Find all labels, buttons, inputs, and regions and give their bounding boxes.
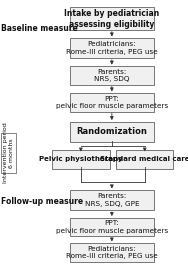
FancyBboxPatch shape (70, 218, 154, 236)
Text: Intervention period
6 months: Intervention period 6 months (3, 122, 14, 183)
Text: Randomization: Randomization (77, 127, 147, 136)
FancyBboxPatch shape (70, 66, 154, 85)
FancyBboxPatch shape (52, 150, 109, 169)
FancyBboxPatch shape (70, 190, 154, 210)
FancyBboxPatch shape (70, 243, 154, 262)
Text: Standard medical care: Standard medical care (100, 157, 188, 162)
FancyBboxPatch shape (70, 38, 154, 58)
Text: Parents:
NRS, SDQ: Parents: NRS, SDQ (94, 69, 130, 82)
Text: Baseline measure: Baseline measure (1, 24, 78, 33)
Text: PPT:
pelvic floor muscle parameters: PPT: pelvic floor muscle parameters (56, 96, 168, 109)
Text: Parents:
NRS, SDQ, GPE: Parents: NRS, SDQ, GPE (85, 193, 139, 207)
Text: Pediatricians:
Rome-III criteria, PEG use: Pediatricians: Rome-III criteria, PEG us… (66, 246, 158, 259)
Text: PPT:
pelvic floor muscle parameters: PPT: pelvic floor muscle parameters (56, 220, 168, 234)
FancyBboxPatch shape (116, 150, 173, 169)
Text: Follow-up measure: Follow-up measure (1, 197, 83, 206)
FancyBboxPatch shape (70, 93, 154, 112)
Text: Pediatricians:
Rome-III criteria, PEG use: Pediatricians: Rome-III criteria, PEG us… (66, 42, 158, 55)
FancyBboxPatch shape (70, 122, 154, 142)
FancyBboxPatch shape (1, 133, 15, 173)
Text: Pelvic physiotherapy: Pelvic physiotherapy (39, 157, 123, 162)
Text: Intake by pediatrician
assessing eligibility: Intake by pediatrician assessing eligibi… (64, 9, 159, 29)
FancyBboxPatch shape (70, 8, 154, 30)
